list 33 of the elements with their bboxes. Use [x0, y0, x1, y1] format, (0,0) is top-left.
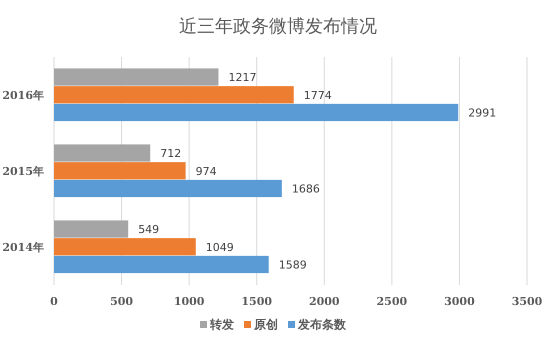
x-tick-label: 3500 [512, 295, 543, 308]
bar [54, 238, 196, 256]
bar [54, 162, 186, 180]
bar [54, 220, 128, 238]
x-tick-label: 3000 [444, 295, 476, 308]
y-tick-label: 2015年 [2, 164, 44, 178]
bar [54, 256, 269, 274]
data-label: 974 [196, 164, 217, 178]
bar [54, 144, 150, 162]
bar [54, 180, 282, 198]
data-label: 1217 [228, 71, 256, 84]
legend-label: 发布条数 [297, 318, 347, 332]
data-label: 1686 [292, 182, 320, 196]
chart-title: 近三年政务微博发布情况 [179, 16, 377, 37]
data-label: 1774 [304, 88, 332, 102]
bar [54, 86, 294, 104]
x-tick-label: 2500 [376, 295, 408, 308]
x-tick-label: 1500 [241, 295, 272, 308]
y-tick-label: 2014年 [2, 240, 44, 254]
data-label: 1589 [278, 258, 307, 272]
bar [54, 68, 218, 86]
legend-label: 原创 [253, 318, 278, 332]
data-label: 1049 [206, 240, 234, 254]
data-label: 712 [160, 147, 182, 160]
legend-label: 转发 [209, 318, 234, 332]
x-tick-label: 500 [110, 295, 134, 308]
x-tick-label: 0 [50, 295, 58, 308]
data-label: 549 [138, 223, 160, 236]
data-label: 2991 [468, 106, 496, 120]
bar [54, 104, 458, 122]
x-tick-label: 2000 [308, 295, 340, 308]
y-tick-label: 2016年 [2, 88, 44, 102]
x-tick-label: 1000 [174, 295, 205, 308]
